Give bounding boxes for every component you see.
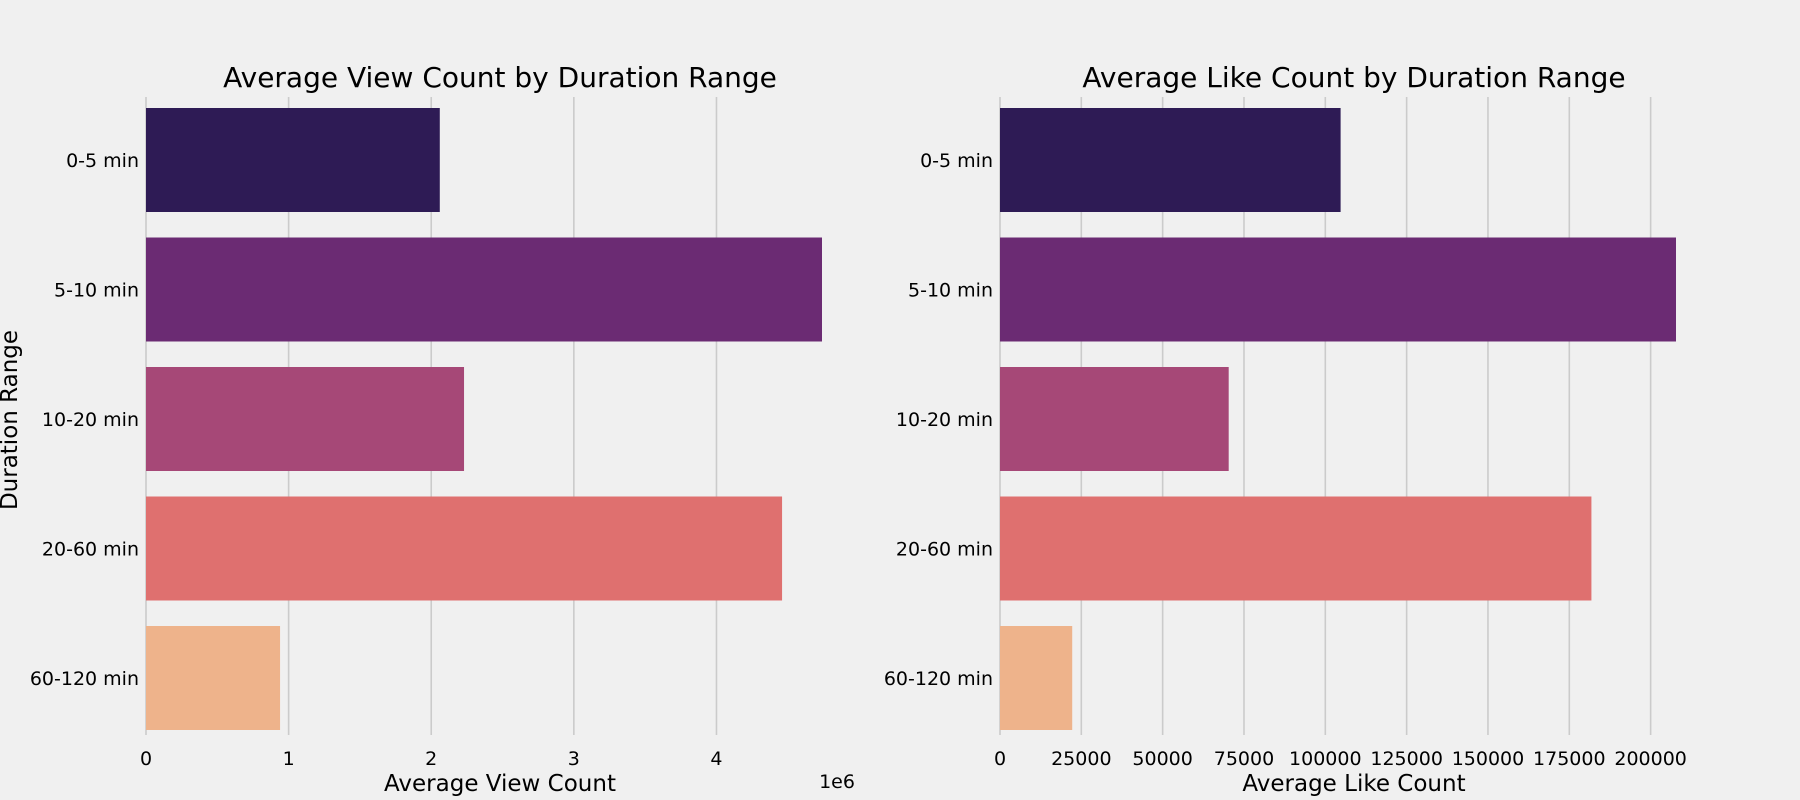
y-tick-label: 20-60 min bbox=[42, 539, 139, 561]
chart-title: Average View Count by Duration Range bbox=[223, 61, 777, 94]
x-tick-labels: 0 25000 50000 75000 100000 125000 150000 175000… bbox=[994, 748, 1687, 770]
bar bbox=[1000, 626, 1073, 730]
y-tick-label: 20-60 min bbox=[896, 539, 993, 561]
bar bbox=[146, 108, 440, 212]
x-tick-label: 3 bbox=[568, 748, 580, 770]
bar bbox=[1000, 367, 1229, 471]
x-tick-label: 200000 bbox=[1614, 748, 1687, 770]
bar bbox=[146, 626, 281, 730]
x-axis-offset-label: 1e6 bbox=[819, 771, 855, 793]
x-tick-label: 75000 bbox=[1214, 748, 1274, 770]
bar bbox=[146, 237, 822, 342]
y-tick-labels: 0-5 min 5-10 min 10-20 min 20-60 min 60-120 … bbox=[884, 150, 993, 690]
bar bbox=[146, 496, 783, 601]
y-tick-label: 0-5 min bbox=[66, 150, 139, 172]
x-tick-label: 175000 bbox=[1533, 748, 1606, 770]
x-tick-labels: 0 1 2 3 4 bbox=[140, 748, 723, 770]
y-tick-labels: 0-5 min 5-10 min 10-20 min 20-60 min 60-120 … bbox=[30, 150, 139, 690]
chart-like-count: 0 25000 50000 75000 100000 125000 150000 175000… bbox=[884, 61, 1687, 797]
y-tick-label: 60-120 min bbox=[30, 668, 139, 690]
bars bbox=[1000, 108, 1676, 730]
x-axis-label: Average Like Count bbox=[1242, 771, 1465, 797]
x-axis-label: Average View Count bbox=[384, 771, 616, 797]
x-tick-label: 2 bbox=[425, 748, 437, 770]
x-tick-label: 125000 bbox=[1370, 748, 1443, 770]
x-tick-label: 50000 bbox=[1132, 748, 1192, 770]
bar bbox=[1000, 108, 1341, 212]
x-tick-label: 0 bbox=[140, 748, 152, 770]
y-tick-label: 60-120 min bbox=[884, 668, 993, 690]
y-axis-label: Duration Range bbox=[0, 330, 23, 510]
y-tick-label: 5-10 min bbox=[54, 280, 139, 302]
x-tick-label: 1 bbox=[283, 748, 295, 770]
chart-view-count: 0 1 2 3 4 0-5 min 5-10 min 10-20 min 20-60 min 6… bbox=[0, 61, 855, 797]
x-tick-label: 150000 bbox=[1452, 748, 1525, 770]
x-tick-label: 25000 bbox=[1051, 748, 1111, 770]
bar bbox=[1000, 237, 1676, 342]
y-tick-label: 0-5 min bbox=[920, 150, 993, 172]
y-tick-label: 10-20 min bbox=[42, 409, 139, 431]
x-tick-label: 4 bbox=[710, 748, 722, 770]
x-tick-label: 0 bbox=[994, 748, 1006, 770]
y-tick-label: 5-10 min bbox=[908, 280, 993, 302]
y-tick-label: 10-20 min bbox=[896, 409, 993, 431]
bars bbox=[146, 108, 822, 730]
bar bbox=[146, 367, 465, 471]
chart-title: Average Like Count by Duration Range bbox=[1082, 61, 1625, 94]
x-tick-label: 100000 bbox=[1289, 748, 1362, 770]
bar bbox=[1000, 496, 1592, 601]
